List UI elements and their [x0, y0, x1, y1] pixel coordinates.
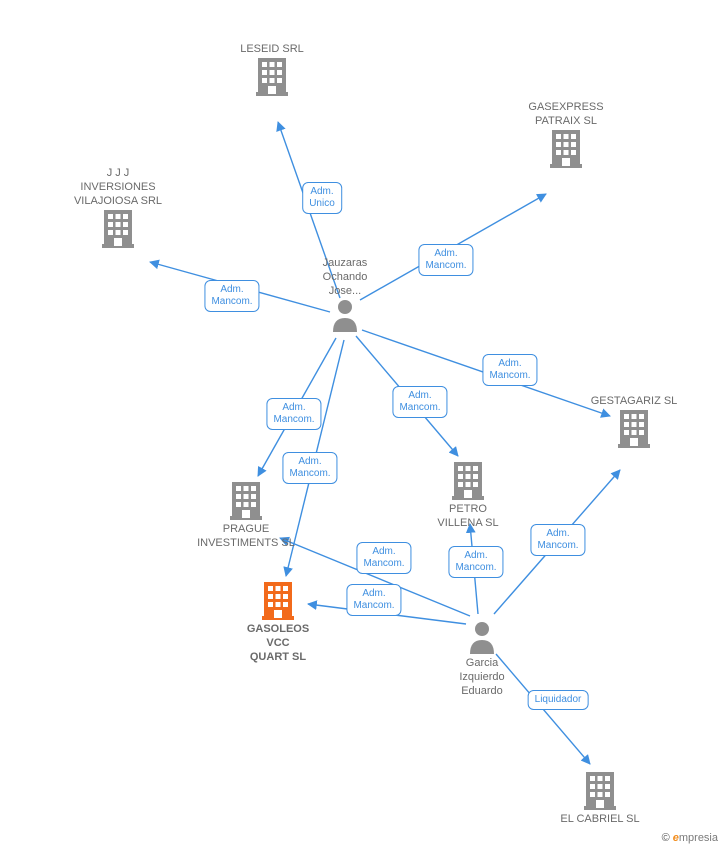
building-icon: [450, 460, 486, 500]
node-cabriel[interactable]: EL CABRIEL SL: [520, 770, 680, 826]
person-icon: [330, 298, 360, 332]
node-garcia[interactable]: Garcia Izquierdo Eduardo: [402, 620, 562, 698]
node-petro[interactable]: PETRO VILLENA SL: [388, 460, 548, 530]
edge-label: Adm. Mancom.: [448, 546, 503, 578]
node-jjj[interactable]: J J J INVERSIONES VILAJOIOSA SRL: [48, 164, 188, 248]
building-icon: [548, 128, 584, 168]
edge-label: Adm. Mancom.: [418, 244, 473, 276]
edge-label: Adm. Mancom.: [356, 542, 411, 574]
node-label: J J J INVERSIONES VILAJOIOSA SRL: [48, 166, 188, 208]
edge-label: Adm. Mancom.: [266, 398, 321, 430]
node-label: EL CABRIEL SL: [520, 812, 680, 826]
copyright-symbol: ©: [662, 832, 670, 844]
node-label: LESEID SRL: [202, 42, 342, 56]
edge-label: Adm. Mancom.: [530, 524, 585, 556]
node-gasoleos[interactable]: GASOLEOS VCC QUART SL: [198, 580, 358, 664]
building-icon: [100, 208, 136, 248]
building-icon: [228, 480, 264, 520]
diagram-canvas: LESEID SRL GASEXPRESS PATRAIX SL J J J I…: [0, 0, 728, 850]
brand-rest: mpresia: [679, 832, 718, 844]
edge-label: Adm. Mancom.: [482, 354, 537, 386]
node-jauzaras[interactable]: Jauzaras Ochando Jose...: [275, 254, 415, 332]
footer-attribution: © empresia: [662, 832, 718, 844]
edge-label: Adm. Mancom.: [282, 452, 337, 484]
person-icon: [467, 620, 497, 654]
node-label: GESTAGARIZ SL: [574, 394, 694, 408]
edge-label: Liquidador: [528, 690, 589, 710]
node-label: PRAGUE INVESTIMENTS SL: [166, 522, 326, 550]
node-label: Jauzaras Ochando Jose...: [275, 256, 415, 298]
edge-label: Adm. Mancom.: [204, 280, 259, 312]
edge-label: Adm. Mancom.: [346, 584, 401, 616]
node-label: GASOLEOS VCC QUART SL: [198, 622, 358, 664]
building-icon: [582, 770, 618, 810]
node-label: GASEXPRESS PATRAIX SL: [496, 100, 636, 128]
node-label: PETRO VILLENA SL: [388, 502, 548, 530]
node-leseid[interactable]: LESEID SRL: [202, 40, 342, 96]
edge-label: Adm. Unico: [302, 182, 342, 214]
node-prague[interactable]: PRAGUE INVESTIMENTS SL: [166, 480, 326, 550]
node-gestagariz[interactable]: GESTAGARIZ SL: [574, 392, 694, 448]
node-gasexpress[interactable]: GASEXPRESS PATRAIX SL: [496, 98, 636, 168]
building-icon: [254, 56, 290, 96]
edge-label: Adm. Mancom.: [392, 386, 447, 418]
building-icon: [616, 408, 652, 448]
building-icon: [260, 580, 296, 620]
